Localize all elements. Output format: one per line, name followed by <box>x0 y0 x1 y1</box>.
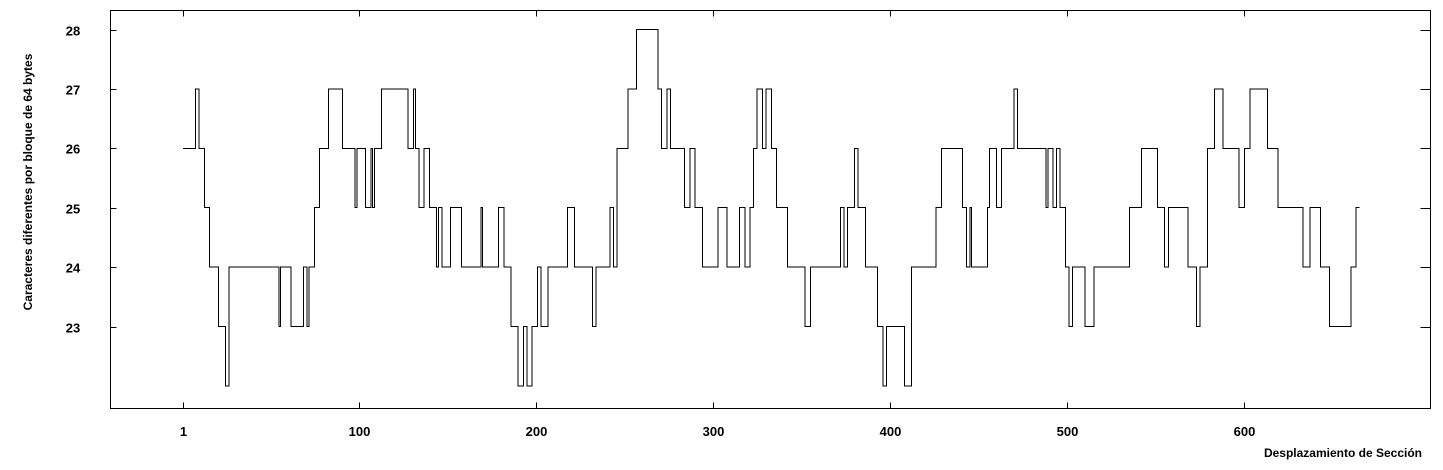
series-line <box>183 29 1360 387</box>
y-tick-label: 25 <box>66 202 80 217</box>
y-axis-label: Caracteres diferentes por bloque de 64 b… <box>21 53 35 310</box>
x-tick-label: 400 <box>880 424 902 439</box>
x-tick-label: 300 <box>703 424 725 439</box>
x-axis-ticks: 1 100 200 300 400 500 600 <box>180 10 1256 439</box>
y-tick-label: 24 <box>66 261 81 276</box>
y-axis-ticks: 23 24 25 26 27 28 <box>66 24 1431 336</box>
y-tick-label: 26 <box>66 142 80 157</box>
x-axis-label: Desplazamiento de Sección <box>1264 446 1422 460</box>
series-group <box>183 29 1360 387</box>
x-tick-label: 100 <box>349 424 371 439</box>
y-tick-label: 23 <box>66 321 80 336</box>
x-tick-label: 500 <box>1057 424 1079 439</box>
y-tick-label: 28 <box>66 24 80 39</box>
plot-frame <box>110 10 1431 409</box>
y-tick-label: 27 <box>66 83 80 98</box>
x-tick-label: 1 <box>180 424 187 439</box>
x-tick-label: 200 <box>526 424 548 439</box>
x-tick-label: 600 <box>1234 424 1256 439</box>
